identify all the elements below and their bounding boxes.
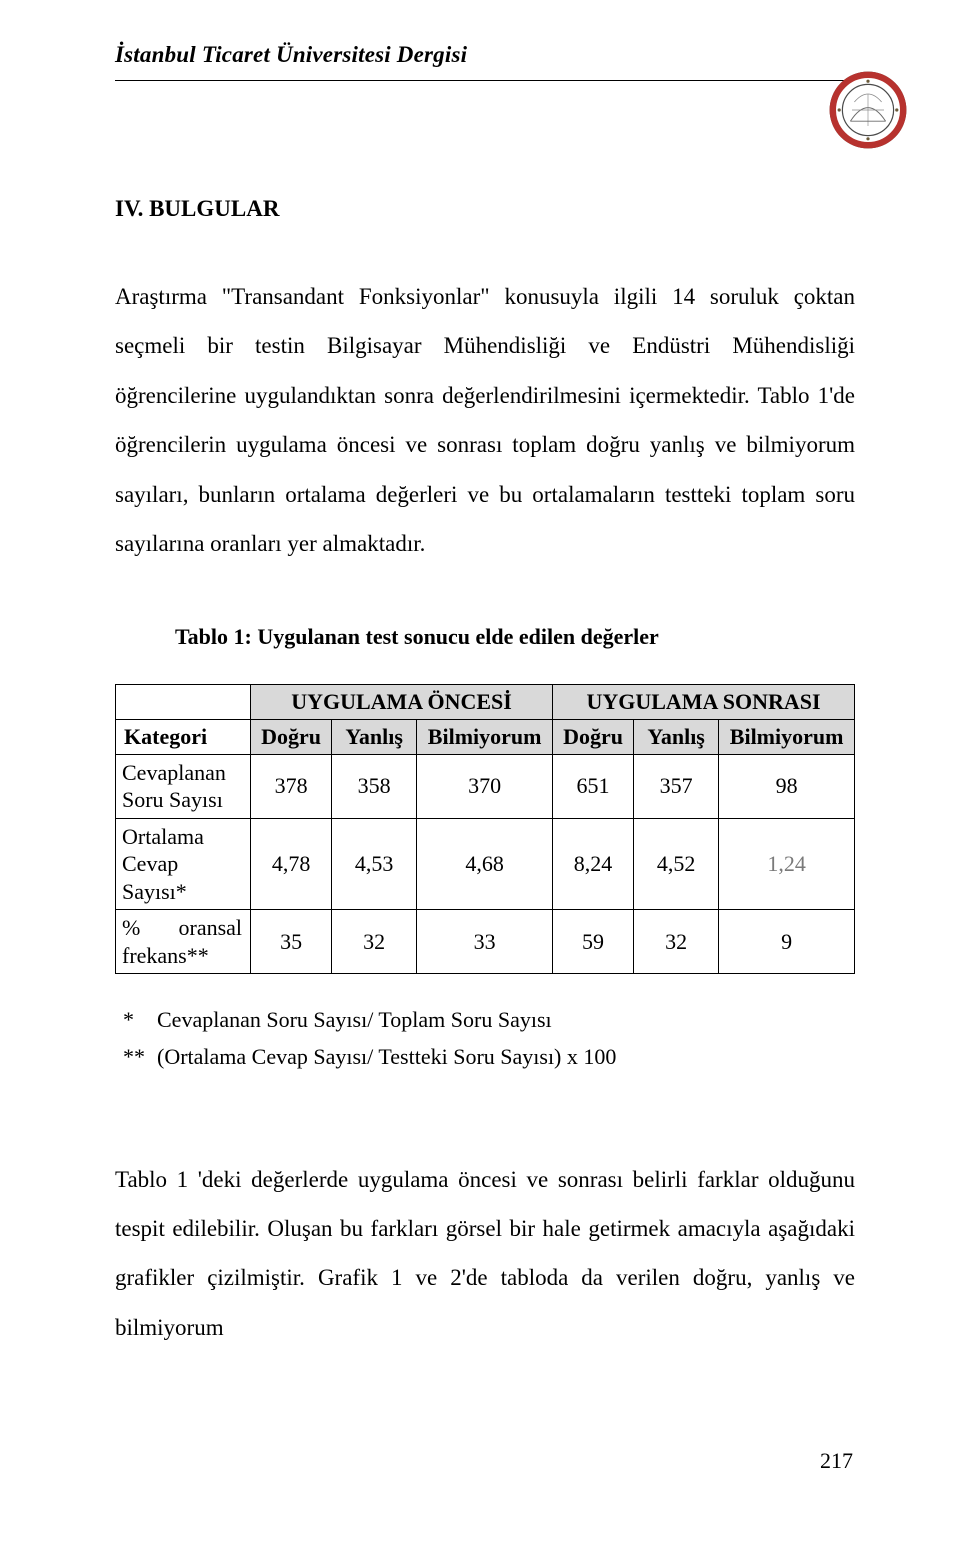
column-header: Kategori [116,719,251,754]
table-cell: 370 [417,754,553,818]
table-cell: 32 [634,910,719,974]
university-logo-icon [828,70,908,155]
table-row: Ortalama Cevap Sayısı* 4,78 4,53 4,68 8,… [116,818,855,910]
row-label: Ortalama Cevap Sayısı* [116,818,251,910]
column-group-header: UYGULAMA ÖNCESİ [251,684,553,719]
footnote-mark: * [123,1002,157,1037]
column-header: Yanlış [634,719,719,754]
table-cell: 35 [251,910,332,974]
footnote: ** (Ortalama Cevap Sayısı/ Testteki Soru… [123,1039,855,1074]
footnote-text: Cevaplanan Soru Sayısı/ Toplam Soru Sayı… [157,1002,552,1037]
column-header: Yanlış [332,719,417,754]
footnote: * Cevaplanan Soru Sayısı/ Toplam Soru Sa… [123,1002,855,1037]
footnote-mark: ** [123,1039,157,1074]
table-row: Cevaplanan Soru Sayısı 378 358 370 651 3… [116,754,855,818]
table-cell: 1,24 [719,818,855,910]
column-header: Doğru [251,719,332,754]
table-cell: 4,52 [634,818,719,910]
journal-title: İstanbul Ticaret Üniversitesi Dergisi [115,42,467,68]
table-cell: 59 [553,910,634,974]
row-label: Cevaplanan Soru Sayısı [116,754,251,818]
table-cell: 98 [719,754,855,818]
column-header: Doğru [553,719,634,754]
column-header: Bilmiyorum [719,719,855,754]
table-cell: 4,78 [251,818,332,910]
body-paragraph: Araştırma "Transandant Fonksiyonlar" kon… [115,272,855,569]
results-table: UYGULAMA ÖNCESİ UYGULAMA SONRASI Kategor… [115,684,855,975]
table-cell: 4,53 [332,818,417,910]
row-label: % oransal frekans** [116,910,251,974]
table-row: UYGULAMA ÖNCESİ UYGULAMA SONRASI [116,684,855,719]
page-number: 217 [115,1448,855,1474]
column-group-header: UYGULAMA SONRASI [553,684,855,719]
table-cell: 33 [417,910,553,974]
table-caption: Tablo 1: Uygulanan test sonucu elde edil… [175,624,855,650]
table-cell: 9 [719,910,855,974]
table-body: Cevaplanan Soru Sayısı 378 358 370 651 3… [116,754,855,974]
page: İstanbul Ticaret Üniversitesi Dergisi IV… [0,0,960,1524]
table-cell: 651 [553,754,634,818]
table-corner-cell [116,684,251,719]
table-cell: 32 [332,910,417,974]
header-rule [115,80,855,81]
table-row: % oransal frekans** 35 32 33 59 32 9 [116,910,855,974]
table-head: UYGULAMA ÖNCESİ UYGULAMA SONRASI Kategor… [116,684,855,754]
footnote-text: (Ortalama Cevap Sayısı/ Testteki Soru Sa… [157,1039,616,1074]
table-row: Kategori Doğru Yanlış Bilmiyorum Doğru Y… [116,719,855,754]
table-cell: 358 [332,754,417,818]
column-header: Bilmiyorum [417,719,553,754]
section-heading: IV. BULGULAR [115,196,855,222]
table-cell: 8,24 [553,818,634,910]
table-cell: 357 [634,754,719,818]
table-footnotes: * Cevaplanan Soru Sayısı/ Toplam Soru Sa… [123,1002,855,1074]
page-header: İstanbul Ticaret Üniversitesi Dergisi [115,42,855,68]
table-cell: 4,68 [417,818,553,910]
table-cell: 378 [251,754,332,818]
body-paragraph: Tablo 1 'deki değerlerde uygulama öncesi… [115,1155,855,1353]
